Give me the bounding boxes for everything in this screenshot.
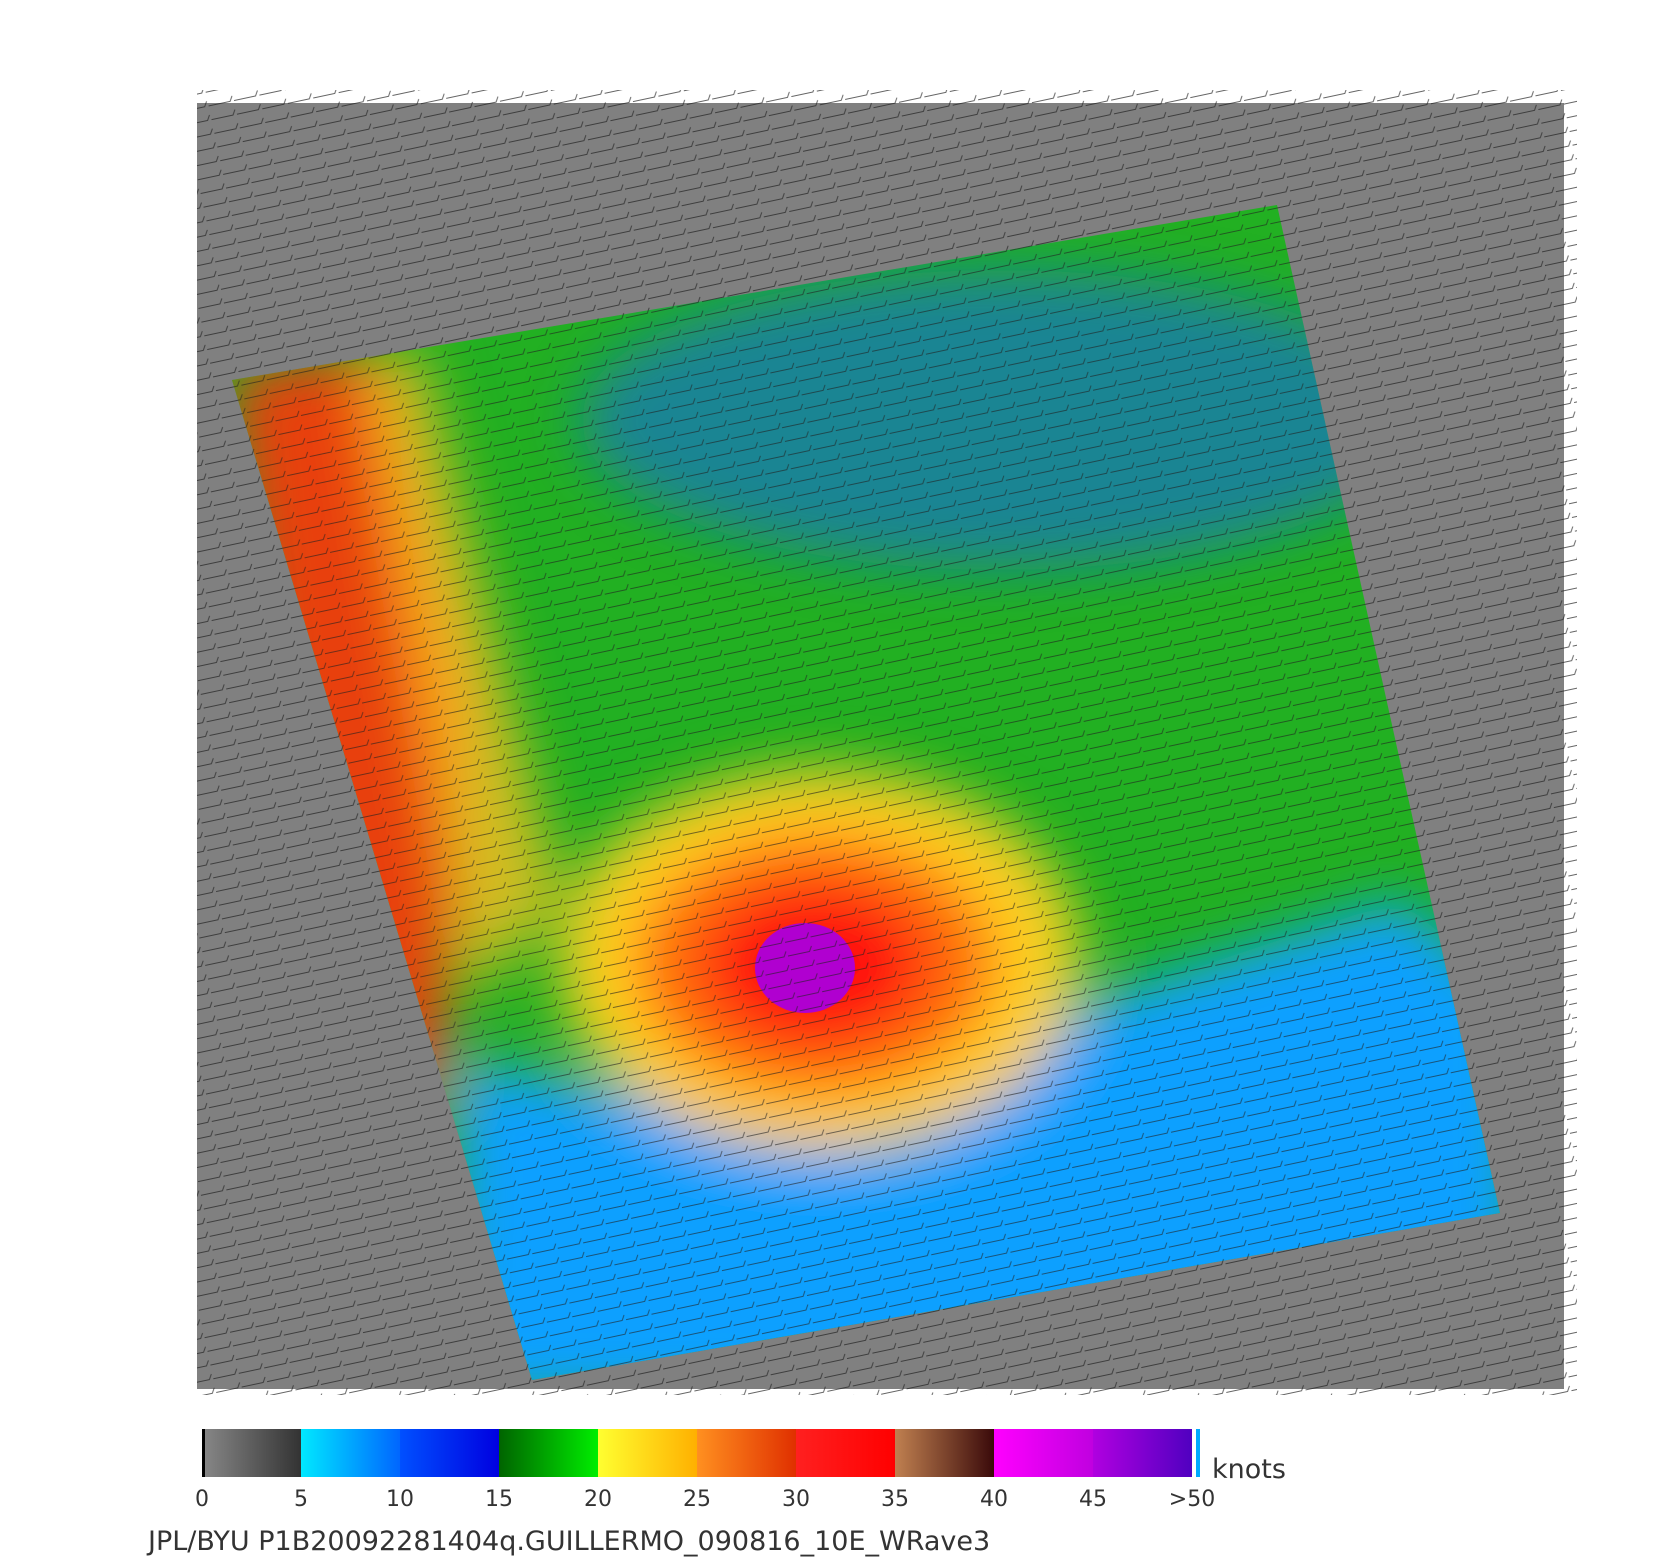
- footer-caption: JPL/BYU P1B20092281404q.GUILLERMO_090816…: [146, 1526, 990, 1557]
- colorbar-overflow: [1196, 1429, 1200, 1477]
- colorbar-segment: [994, 1429, 1093, 1477]
- colorbar-segment: [499, 1429, 598, 1477]
- colorbar-tick-label: 0: [195, 1487, 209, 1512]
- colorbar-tick-label: 40: [980, 1487, 1008, 1512]
- colorbar-edge: [202, 1429, 205, 1477]
- colorbar-unit: knots: [1212, 1454, 1286, 1485]
- colorbar-segment: [895, 1429, 994, 1477]
- colorbar-tick-label: 5: [294, 1487, 308, 1512]
- colorbar-tick-label: 25: [683, 1487, 711, 1512]
- colorbar-tick-label: 10: [386, 1487, 414, 1512]
- colorbar-segment: [796, 1429, 895, 1477]
- colorbar-tick-label: 20: [584, 1487, 612, 1512]
- colorbar-segment: [697, 1429, 796, 1477]
- colorbar-tick-label: 35: [881, 1487, 909, 1512]
- colorbar: [202, 1429, 1200, 1477]
- colorbar-segment: [400, 1429, 499, 1477]
- colorbar-tick-label: >50: [1169, 1487, 1215, 1512]
- colorbar-tick-label: 15: [485, 1487, 513, 1512]
- colorbar-segment: [598, 1429, 697, 1477]
- colorbar-segment: [1093, 1429, 1192, 1477]
- colorbar-tick-label: 45: [1079, 1487, 1107, 1512]
- colorbar-tick-label: 30: [782, 1487, 810, 1512]
- colorbar-segment: [202, 1429, 301, 1477]
- colorbar-segment: [301, 1429, 400, 1477]
